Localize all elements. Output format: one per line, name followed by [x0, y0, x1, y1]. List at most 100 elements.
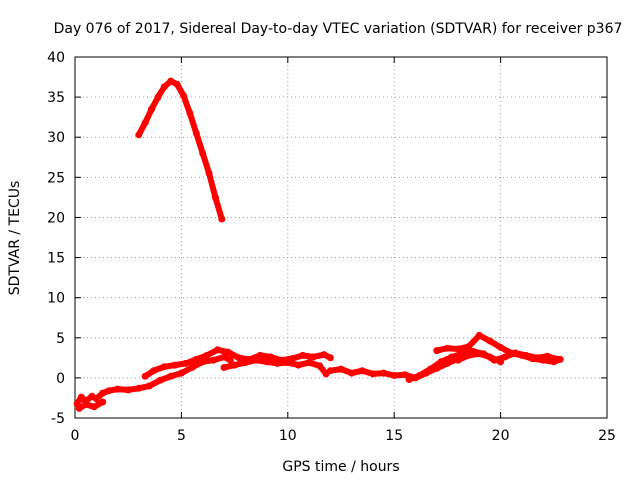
data-point [529, 355, 536, 363]
data-point [267, 353, 275, 361]
data-point [199, 149, 207, 157]
series-line [135, 78, 225, 222]
x-tick-label: 15 [385, 428, 403, 444]
data-point [241, 359, 249, 367]
data-point [454, 356, 462, 364]
data-point [146, 382, 153, 390]
y-tick-label: 35 [47, 90, 65, 106]
data-point [486, 337, 494, 345]
data-point [497, 343, 505, 351]
data-point [135, 131, 143, 139]
data-point [348, 369, 356, 377]
series-line [74, 354, 234, 407]
data-point [337, 365, 345, 373]
axis-ticks: 0 5 10 15 20 25 -5 0 5 10 15 20 25 30 35 40 [47, 50, 616, 444]
data-point [426, 365, 434, 373]
data-point [309, 353, 317, 361]
y-tick-label: 25 [47, 170, 65, 186]
y-tick-label: 30 [47, 130, 65, 146]
data-point [475, 331, 483, 339]
data-point [486, 353, 494, 361]
data-point [209, 356, 217, 364]
data-point [99, 398, 107, 406]
data-point [252, 356, 260, 364]
y-tick-label: 0 [56, 371, 65, 387]
data-point [316, 362, 324, 370]
data-point [182, 359, 190, 367]
series-satellite-arc-low-1 [73, 353, 234, 408]
data-point [263, 358, 270, 366]
series-satellite-arc-high [135, 77, 226, 223]
series-satellite-arc-low-4 [220, 356, 330, 378]
data-point [192, 355, 200, 363]
y-axis-label: SDTVAR / TECUs [7, 181, 23, 296]
data-point [82, 400, 90, 408]
data-point [220, 364, 228, 371]
data-point [475, 350, 483, 358]
data-point [501, 353, 509, 361]
data-point [188, 364, 196, 371]
plot-frame [74, 56, 608, 419]
x-tick-label: 5 [177, 428, 186, 444]
data-point [141, 372, 149, 380]
data-point [380, 369, 388, 377]
data-point [369, 370, 377, 378]
data-point [180, 92, 187, 99]
data-point [148, 105, 156, 113]
x-axis-label: GPS time / hours [282, 459, 399, 475]
data-point [326, 354, 334, 362]
data-point [205, 169, 213, 177]
y-tick-label: -5 [51, 411, 65, 427]
data-point [220, 353, 228, 361]
data-point [433, 347, 441, 355]
data-point [173, 80, 181, 88]
data-point [75, 404, 83, 412]
data-point [124, 386, 132, 394]
series-line [76, 399, 106, 412]
data-point [284, 359, 292, 367]
data-point [320, 351, 328, 359]
data-point [150, 367, 158, 375]
data-point [358, 367, 366, 375]
data-point [443, 344, 451, 352]
data-point [167, 77, 175, 85]
y-tick-label: 40 [47, 50, 65, 66]
data-point [226, 356, 234, 364]
data-point [256, 351, 264, 359]
data-point [326, 367, 334, 375]
data-point [135, 384, 143, 392]
x-tick-label: 25 [598, 428, 616, 444]
data-point [231, 361, 239, 369]
data-point [497, 358, 505, 366]
data-point [437, 358, 445, 366]
y-tick-label: 20 [47, 210, 65, 226]
data-point [224, 348, 232, 356]
data-point [154, 93, 162, 101]
data-point [156, 376, 164, 384]
data-point [92, 395, 100, 403]
y-tick-label: 15 [47, 251, 65, 267]
data-point [167, 372, 175, 380]
data-point [550, 358, 558, 366]
y-tick-label: 5 [56, 331, 65, 347]
data-point [507, 349, 515, 357]
data-point [390, 372, 398, 379]
data-point [211, 193, 219, 201]
x-tick-label: 10 [279, 428, 297, 444]
data-point [556, 355, 564, 363]
data-point [405, 376, 413, 383]
data-point [465, 351, 473, 359]
data-point [518, 351, 526, 359]
chart-title: Day 076 of 2017, Sidereal Day-to-day VTE… [54, 21, 623, 37]
data-point [192, 129, 200, 137]
data-point [235, 354, 243, 362]
x-tick-label: 20 [492, 428, 510, 444]
data-point [141, 119, 149, 127]
data-point [177, 369, 185, 377]
data-point [218, 215, 226, 223]
grid [75, 57, 607, 418]
data-point [105, 387, 113, 395]
data-point [160, 363, 168, 371]
data-point [90, 403, 98, 411]
